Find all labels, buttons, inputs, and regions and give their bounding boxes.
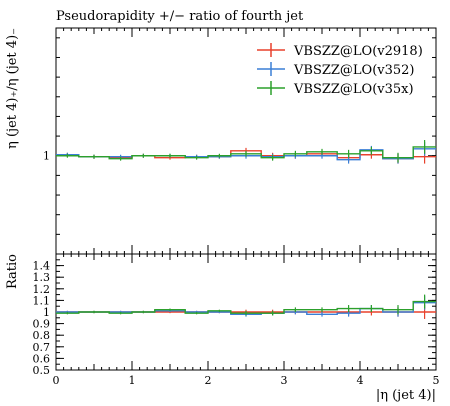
ratio-ytick-label: 1.1 — [33, 294, 51, 307]
chart-title: Pseudorapidity +/− ratio of fourth jet — [56, 9, 304, 24]
main-y-axis-label: η (jet 4)₊/η (jet 4)₋ — [5, 28, 20, 149]
ratio-xtick-label: 2 — [205, 374, 212, 387]
main-ytick-label: 1 — [43, 150, 50, 163]
ratio-ytick-label: 0.5 — [33, 364, 51, 377]
legend-entry-v352: VBSZZ@LO(v352) — [257, 62, 415, 78]
ratio-series — [56, 294, 436, 319]
legend-label-v2918: VBSZZ@LO(v2918) — [293, 44, 423, 59]
legend-entry-v2918: VBSZZ@LO(v2918) — [257, 43, 423, 59]
ratio-xtick-label: 1 — [129, 374, 136, 387]
x-axis-label: |η (jet 4)| — [376, 388, 436, 403]
ratio-x-ticks: 0 1 2 3 4 5 — [53, 254, 440, 387]
ratio-ytick-label: 0.8 — [33, 329, 51, 342]
ratio-xtick-label: 0 — [53, 374, 60, 387]
legend-entry-v35x: VBSZZ@LO(v35x) — [257, 81, 414, 97]
ratio-ytick-label: 1.2 — [33, 283, 51, 296]
main-series-2-line — [56, 146, 436, 160]
main-panel: 1 η (jet 4)₊/η (jet 4)₋ — [5, 27, 437, 255]
ratio-xtick-label: 3 — [281, 374, 288, 387]
ratio-ytick-label: 1.3 — [33, 271, 51, 284]
ratio-ytick-label: 0.6 — [33, 352, 51, 365]
ratio-y-ticks: 0.50.60.70.80.911.11.21.31.4 — [33, 253, 436, 377]
legend: VBSZZ@LO(v2918) VBSZZ@LO(v352) VBSZZ@LO(… — [257, 43, 423, 97]
ratio-ytick-label: 1 — [43, 306, 50, 319]
legend-label-v35x: VBSZZ@LO(v35x) — [293, 82, 414, 97]
ratio-series-2-line — [56, 300, 436, 314]
ratio-y-axis-label: Ratio — [5, 254, 20, 289]
main-plot-frame — [55, 27, 437, 255]
legend-label-v352: VBSZZ@LO(v352) — [293, 63, 415, 78]
main-series — [56, 140, 436, 164]
ratio-ytick-label: 0.7 — [33, 341, 51, 354]
ratio-ytick-label: 1.4 — [33, 260, 51, 273]
ratio-xtick-label: 5 — [433, 374, 440, 387]
ratio-ytick-label: 0.9 — [33, 318, 51, 331]
ratio-xtick-label: 4 — [357, 374, 364, 387]
main-x-ticks — [55, 28, 437, 254]
